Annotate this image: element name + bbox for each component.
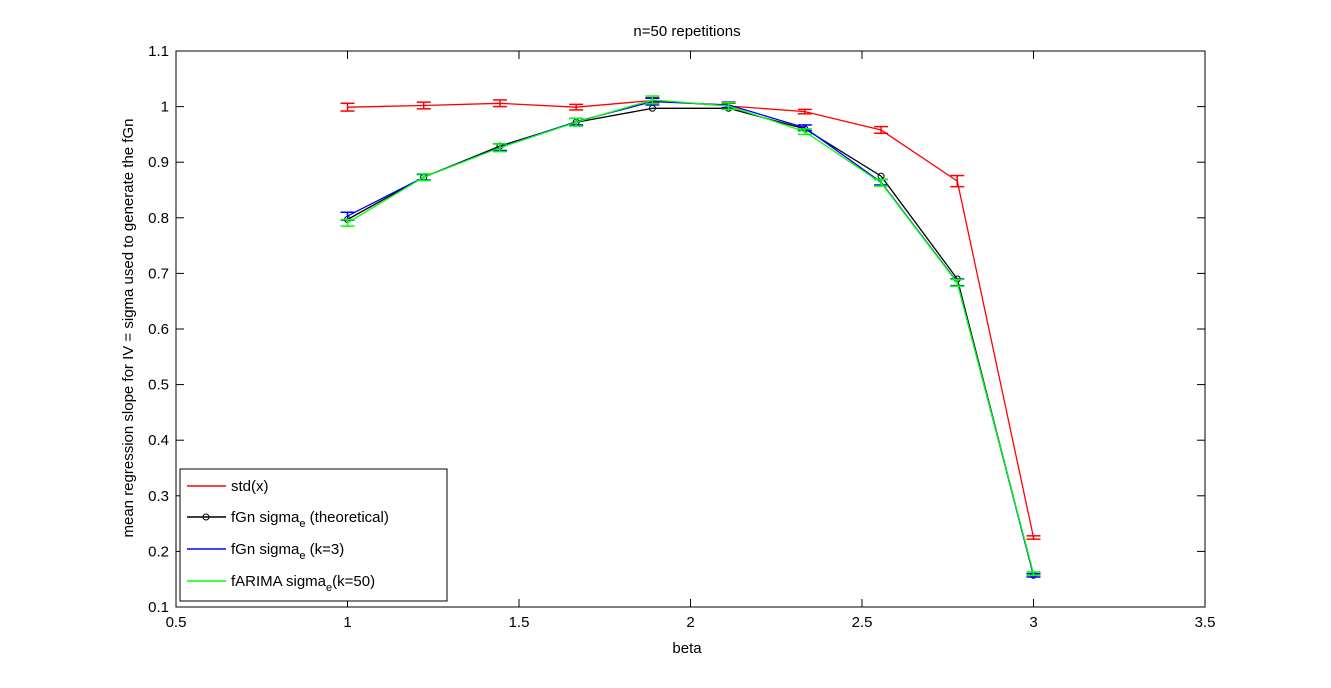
legend: std(x) fGn sigmae (theoretical) fGn sigmae… bbox=[179, 468, 448, 602]
legend-box bbox=[179, 468, 448, 602]
y-tick-label: 0.6 bbox=[148, 321, 169, 338]
legend-label: std(x) bbox=[231, 478, 269, 495]
y-tick-label: 0.2 bbox=[148, 543, 169, 560]
x-tick-label: 0.5 bbox=[166, 614, 187, 631]
y-tick-label: 0.8 bbox=[148, 210, 169, 227]
plot-marks bbox=[340, 95, 1041, 579]
y-tick-label: 0.1 bbox=[148, 599, 169, 616]
y-tick-label: 0.4 bbox=[148, 432, 169, 449]
x-tick-label: 3.5 bbox=[1195, 614, 1216, 631]
x-tick-label: 1 bbox=[343, 614, 351, 631]
x-tick-label: 1.5 bbox=[509, 614, 530, 631]
x-tick-label: 3 bbox=[1029, 614, 1037, 631]
legend-label: fARIMA sigmae(k=50) bbox=[231, 573, 375, 594]
legend-label: fGn sigmae (k=3) bbox=[231, 541, 344, 562]
y-axis-label: mean regression slope for IV = sigma use… bbox=[120, 119, 137, 538]
series-3 bbox=[340, 95, 1041, 577]
series-line bbox=[347, 107, 1035, 576]
axes: 0.5 1 1.5 2 2.5 3 3.5 0.1 0.2 0.3 0.4 0.5 0.6 0.7 0.8 0… bbox=[148, 43, 1215, 631]
series-1 bbox=[344, 104, 1037, 579]
y-tick-label: 0.3 bbox=[148, 488, 169, 505]
x-tick-label: 2.5 bbox=[852, 614, 873, 631]
y-tick-label: 0.5 bbox=[148, 377, 169, 394]
y-tick-label: 0.7 bbox=[148, 265, 169, 282]
y-tick-label: 0.9 bbox=[148, 154, 169, 171]
y-tick-label: 1 bbox=[161, 99, 169, 116]
legend-marker bbox=[202, 513, 210, 521]
series-line bbox=[347, 100, 1035, 576]
chart-title: n=50 repetitions bbox=[633, 23, 740, 40]
y-tick-label: 1.1 bbox=[148, 43, 169, 60]
x-tick-label: 2 bbox=[686, 614, 694, 631]
series-line bbox=[347, 99, 1035, 574]
legend-label: fGn sigmae (theoretical) bbox=[231, 509, 389, 530]
x-axis-label: beta bbox=[672, 640, 702, 657]
